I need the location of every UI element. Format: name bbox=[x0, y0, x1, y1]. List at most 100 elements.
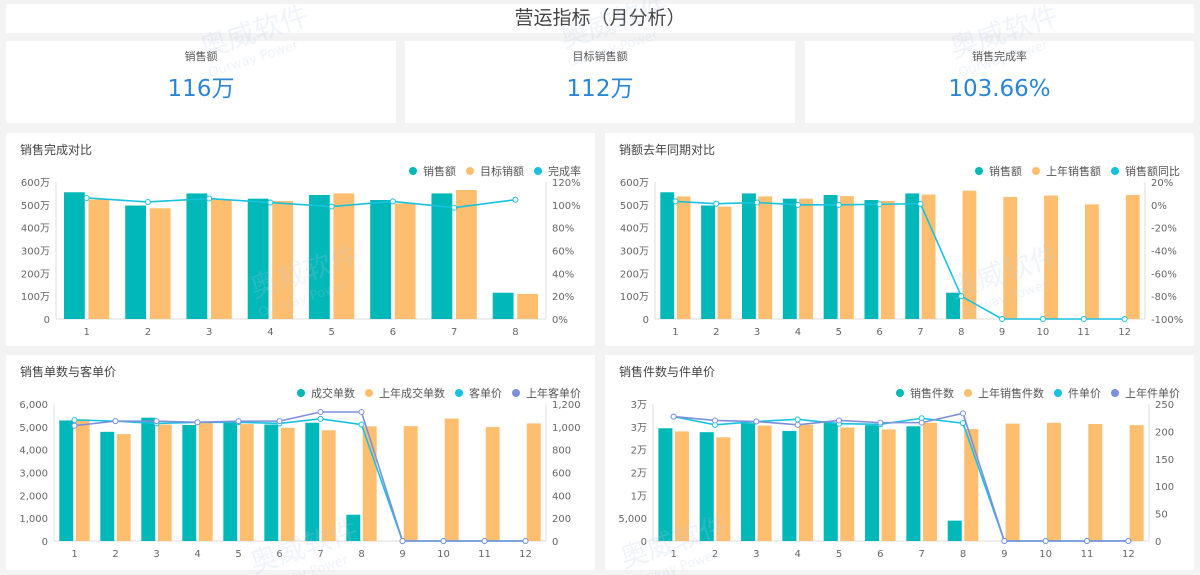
legend-label: 上年成交单数 bbox=[379, 387, 445, 400]
svg-text:300万: 300万 bbox=[620, 247, 649, 258]
svg-text:8: 8 bbox=[512, 327, 518, 338]
svg-text:1: 1 bbox=[670, 549, 676, 560]
svg-text:100: 100 bbox=[1155, 482, 1174, 493]
legend-item[interactable]: 上年客单价 bbox=[512, 385, 581, 401]
svg-text:11: 11 bbox=[1081, 549, 1094, 560]
legend-label: 客单价 bbox=[469, 387, 502, 400]
svg-text:-80%: -80% bbox=[1151, 292, 1177, 303]
svg-text:3,000: 3,000 bbox=[19, 469, 48, 480]
legend-label: 目标销额 bbox=[480, 165, 524, 178]
chart-panel-sales-completion: 销售完成对比 销售额 目标销额 完成率 0 100万 200万 300万 400万 500万 6… bbox=[6, 133, 595, 346]
legend-item[interactable]: 上年件单价 bbox=[1111, 385, 1180, 401]
kpi-card-target: 目标销售额 112万 bbox=[405, 41, 795, 123]
legend-item[interactable]: 销售件数 bbox=[896, 385, 954, 401]
svg-text:0%: 0% bbox=[552, 315, 568, 326]
kpi-value: 103.66% bbox=[948, 76, 1051, 102]
legend-label: 销售件数 bbox=[910, 387, 954, 400]
kpi-label: 目标销售额 bbox=[572, 50, 628, 63]
legend-item[interactable]: 客单价 bbox=[455, 385, 502, 401]
svg-text:600万: 600万 bbox=[21, 178, 50, 189]
svg-text:3: 3 bbox=[753, 549, 759, 560]
svg-text:2万: 2万 bbox=[631, 446, 647, 457]
chart-title: 销售件数与件单价 bbox=[619, 365, 716, 379]
legend-item[interactable]: 件单价 bbox=[1054, 385, 1101, 401]
svg-text:12: 12 bbox=[519, 549, 532, 560]
kpi-card-completion-rate: 销售完成率 103.66% bbox=[805, 41, 1194, 123]
legend-item[interactable]: 上年成交单数 bbox=[365, 385, 445, 401]
svg-text:9: 9 bbox=[999, 327, 1005, 338]
legend-item[interactable]: 成交单数 bbox=[297, 385, 355, 401]
legend-item[interactable]: 销售额同比 bbox=[1111, 163, 1180, 179]
svg-text:400万: 400万 bbox=[21, 224, 50, 235]
legend-item[interactable]: 完成率 bbox=[534, 163, 581, 179]
svg-text:7: 7 bbox=[917, 327, 923, 338]
svg-text:200: 200 bbox=[1155, 427, 1174, 438]
svg-text:60%: 60% bbox=[552, 247, 574, 258]
chart-title: 销售单数与客单价 bbox=[20, 365, 117, 379]
kpi-value: 116万 bbox=[167, 76, 235, 102]
svg-text:6: 6 bbox=[877, 549, 883, 560]
svg-text:1: 1 bbox=[672, 327, 678, 338]
legend-label: 成交单数 bbox=[311, 387, 355, 400]
svg-text:2: 2 bbox=[713, 327, 719, 338]
chart-canvas: 0 100万 200万 300万 400万 500万 600万 0% 20% 40% 60% 80% 1… bbox=[21, 178, 581, 338]
svg-text:2: 2 bbox=[145, 327, 151, 338]
legend-item[interactable]: 上年销售额 bbox=[1032, 163, 1101, 179]
svg-text:6: 6 bbox=[390, 327, 396, 338]
svg-text:6: 6 bbox=[276, 549, 282, 560]
svg-text:20%: 20% bbox=[1151, 178, 1173, 189]
svg-text:250: 250 bbox=[1155, 400, 1174, 411]
svg-text:4: 4 bbox=[267, 327, 273, 338]
legend-item[interactable]: 销售额 bbox=[975, 163, 1022, 179]
svg-text:10: 10 bbox=[1039, 549, 1052, 560]
kpi-label: 销售额 bbox=[184, 50, 218, 63]
svg-text:8: 8 bbox=[960, 549, 966, 560]
chart-legend: 销售额 上年销售额 销售额同比 bbox=[975, 163, 1180, 179]
svg-text:1,000: 1,000 bbox=[552, 423, 581, 434]
legend-dot-icon bbox=[365, 389, 373, 397]
svg-text:3: 3 bbox=[206, 327, 212, 338]
svg-text:4: 4 bbox=[795, 327, 801, 338]
svg-text:7: 7 bbox=[317, 549, 323, 560]
svg-text:0: 0 bbox=[641, 537, 647, 548]
svg-text:0: 0 bbox=[42, 537, 48, 548]
kpi-label: 销售完成率 bbox=[972, 50, 1027, 63]
svg-text:50: 50 bbox=[1155, 510, 1168, 521]
chart-legend: 销售件数 上年销售件数 件单价 上年件单价 bbox=[896, 385, 1180, 401]
svg-text:150: 150 bbox=[1155, 455, 1174, 466]
legend-dot-icon bbox=[409, 167, 417, 175]
chart-panel-yoy-sales: 销额去年同期对比 销售额 上年销售额 销售额同比 0 100万 200万 300万 400万… bbox=[605, 133, 1194, 346]
svg-text:100万: 100万 bbox=[21, 292, 50, 303]
chart-canvas: 0 100万 200万 300万 400万 500万 600万 -100% -80% -60% -4… bbox=[620, 178, 1183, 338]
legend-dot-icon bbox=[1032, 167, 1040, 175]
svg-text:10: 10 bbox=[1037, 327, 1050, 338]
svg-text:0%: 0% bbox=[1151, 201, 1167, 212]
chart-title: 销售完成对比 bbox=[20, 143, 93, 157]
legend-item[interactable]: 销售额 bbox=[409, 163, 456, 179]
svg-text:0: 0 bbox=[552, 537, 558, 548]
legend-label: 件单价 bbox=[1068, 387, 1101, 400]
legend-dot-icon bbox=[455, 389, 463, 397]
svg-text:2万: 2万 bbox=[631, 469, 647, 480]
svg-text:40%: 40% bbox=[552, 269, 574, 280]
svg-text:3: 3 bbox=[754, 327, 760, 338]
svg-text:200万: 200万 bbox=[620, 269, 649, 280]
svg-text:6: 6 bbox=[876, 327, 882, 338]
svg-text:3万: 3万 bbox=[631, 423, 647, 434]
svg-text:-60%: -60% bbox=[1151, 269, 1177, 280]
legend-dot-icon bbox=[964, 389, 972, 397]
legend-label: 销售额同比 bbox=[1125, 165, 1180, 178]
svg-text:7: 7 bbox=[918, 549, 924, 560]
svg-text:800: 800 bbox=[552, 446, 571, 457]
chart-title: 销额去年同期对比 bbox=[619, 143, 716, 157]
svg-text:200万: 200万 bbox=[21, 269, 50, 280]
svg-text:80%: 80% bbox=[552, 224, 574, 235]
svg-text:7: 7 bbox=[451, 327, 457, 338]
legend-item[interactable]: 上年销售件数 bbox=[964, 385, 1044, 401]
legend-dot-icon bbox=[466, 167, 474, 175]
kpi-card-sales: 销售额 116万 bbox=[6, 41, 396, 123]
svg-text:9: 9 bbox=[1001, 549, 1007, 560]
svg-text:120%: 120% bbox=[552, 178, 581, 189]
legend-item[interactable]: 目标销额 bbox=[466, 163, 524, 179]
svg-text:0: 0 bbox=[643, 315, 649, 326]
